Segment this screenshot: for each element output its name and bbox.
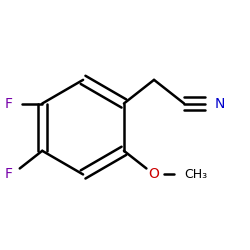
- Text: N: N: [214, 96, 224, 110]
- Text: F: F: [4, 96, 12, 110]
- Text: F: F: [4, 168, 12, 181]
- Text: O: O: [148, 168, 160, 181]
- Text: CH₃: CH₃: [184, 168, 207, 181]
